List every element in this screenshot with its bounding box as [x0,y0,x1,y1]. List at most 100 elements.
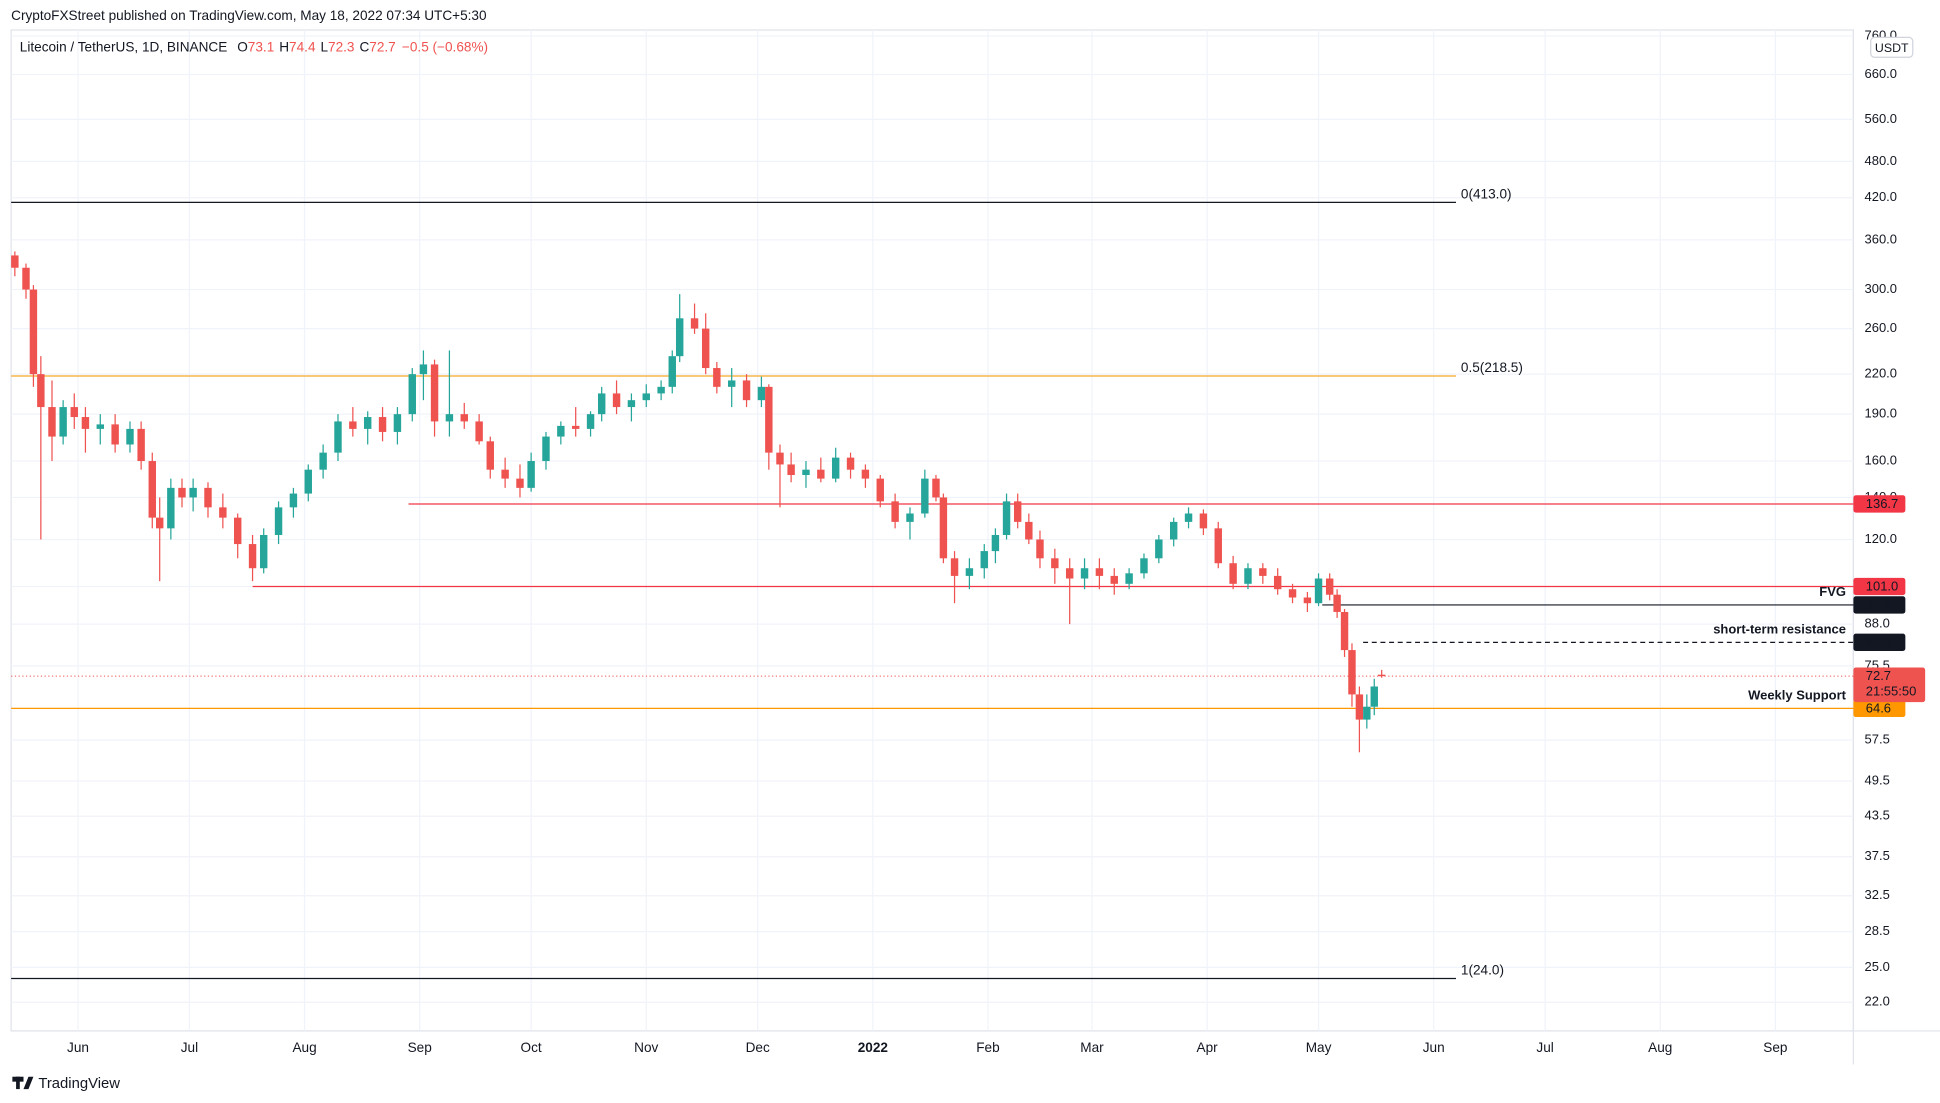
candle-body [1065,568,1074,579]
candle-body [48,407,56,437]
candle-body [802,469,810,476]
candle-body [319,452,327,470]
candle-body [1303,597,1312,604]
candle-body [81,417,90,429]
y-tick-label: 420.0 [1865,189,1898,204]
candle-body [111,424,119,445]
candle-body [430,364,439,422]
candle-body [204,487,212,508]
currency-box[interactable] [1870,36,1914,58]
candle-body [1155,539,1163,559]
y-tick-label: 660.0 [1865,66,1898,81]
y-tick-label: 560.0 [1865,111,1898,126]
footer-brand[interactable]: TradingView [38,1076,120,1092]
candle-body [1080,568,1089,579]
candle-body [1348,650,1356,695]
ohlc-letter: L [320,39,328,54]
change: −0.5 (−0.68%) [402,39,488,54]
x-tick-label: Sep [1763,1040,1787,1055]
y-tick-label: 88.0 [1865,616,1890,631]
candle-body [363,417,372,429]
candle-body [950,558,959,576]
candle-body [378,417,387,432]
price-tag-label: 94.4 [1866,597,1891,612]
candle-body [148,461,156,518]
candle-body [1377,674,1386,677]
candle-body [219,507,227,518]
symbol: Litecoin / TetherUS, 1D, BINANCE [20,39,228,54]
candle-body [1025,521,1033,540]
candle-body [668,356,676,387]
price-tag [1853,495,1906,513]
y-tick-label: 120.0 [1865,531,1898,546]
last-price-label: 72.7 [1866,668,1891,683]
candle-body [1184,513,1193,522]
footer-logo [12,1076,34,1090]
candle-body [248,544,257,569]
candle-body [1340,611,1349,651]
legend: Litecoin / TetherUS, 1D, BINANCE O73.1 H74… [20,39,488,54]
level-label: 0.5(218.5) [1461,360,1523,375]
candle-body [1051,558,1059,569]
candle-body [627,400,636,408]
candle-body [776,452,784,465]
ohlc-letter: H [279,39,289,54]
candle-body [1363,706,1371,720]
candle-body [349,421,357,429]
price-tag [1853,577,1906,596]
candle-body [713,368,721,387]
candle-body [445,414,454,422]
price-tag-label: 64.6 [1866,700,1891,715]
candle-body [334,421,342,453]
price-tag-label: 82.3 [1866,634,1891,649]
candle-body [571,425,580,429]
y-tick-label: 49.5 [1865,772,1890,787]
price-tag-label: 101.0 [1866,579,1899,594]
y-tick-label: 220.0 [1865,366,1898,381]
candle-body [939,497,948,559]
candle-body [126,428,134,445]
level-text: Weekly Support [1748,687,1847,702]
candle-body [727,380,736,387]
candle-body [501,469,509,479]
level-text: FVG [1819,584,1846,599]
x-tick-label: Jul [1536,1040,1553,1055]
candle-body [70,407,78,418]
candle-body [59,407,67,437]
candle-body [787,464,795,476]
candle-body [991,534,1000,552]
grid [11,30,1854,1031]
price-tag [1853,699,1906,718]
tags: 136.7 101.0 94.4 82.3 64.6 72.721:55:50 [1853,495,1926,718]
candle-body [586,414,595,429]
candle-body [612,393,621,408]
y-tick-label: 32.5 [1865,887,1890,902]
y-tick-label: 360.0 [1865,231,1898,246]
candle-body [690,318,699,329]
candle-body [765,386,773,453]
candle-body [542,436,550,462]
candle-body [486,441,494,470]
candle-body [1273,575,1282,590]
x-tick-label: Mar [1080,1040,1104,1055]
candle-body [1002,501,1011,535]
x-tick-label: Dec [746,1040,770,1055]
y-tick-label: 57.5 [1865,732,1890,747]
candle-body [1125,573,1133,584]
candle-body [393,414,402,432]
x-tick-label: Apr [1197,1040,1219,1055]
x-tick-label: Aug [292,1040,316,1055]
candle-body [460,414,468,422]
candle-body [408,374,416,415]
ohlc-value: 72.3 [328,39,354,54]
x-tick-label: Oct [521,1040,542,1055]
candle-body [289,493,298,508]
logo-part [16,1076,20,1090]
candle-body [1095,568,1104,576]
countdown: 21:55:50 [1866,684,1917,699]
candle-body [906,513,914,522]
candle-body [1169,521,1178,540]
x-tick-label: Aug [1648,1040,1672,1055]
candle-body [1244,568,1252,584]
